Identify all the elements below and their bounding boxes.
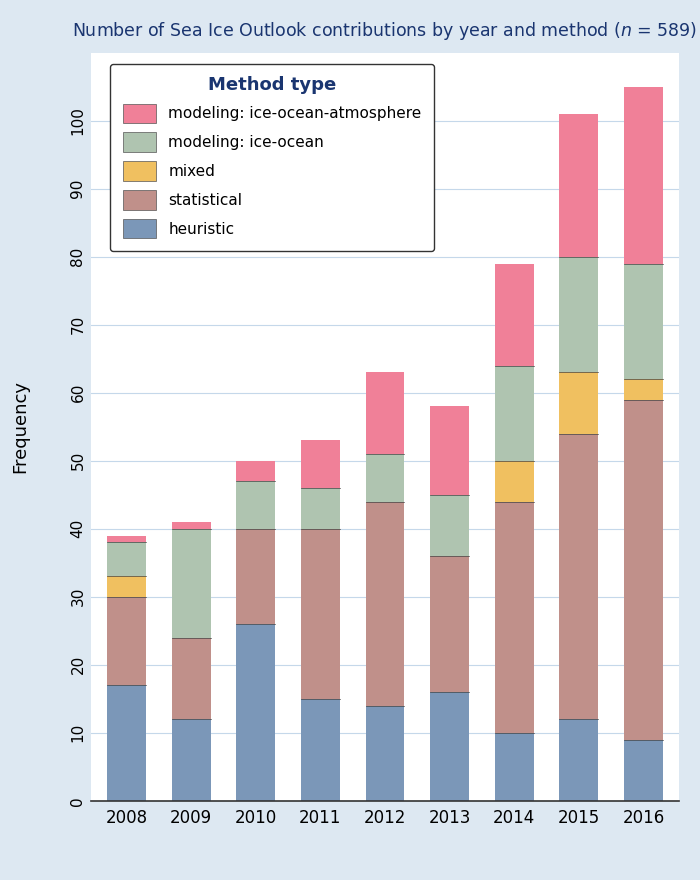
Bar: [107, 536, 146, 542]
Bar: [301, 529, 340, 699]
Bar: [172, 638, 211, 719]
Bar: [301, 699, 340, 801]
Bar: [237, 461, 275, 481]
Bar: [559, 434, 598, 719]
Bar: [365, 502, 405, 706]
Bar: [624, 87, 663, 264]
Bar: [624, 400, 663, 739]
Bar: [430, 556, 469, 692]
Bar: [107, 597, 146, 686]
Bar: [301, 488, 340, 529]
Bar: [237, 481, 275, 529]
Bar: [172, 522, 211, 529]
Bar: [624, 264, 663, 379]
Bar: [495, 461, 533, 502]
Bar: [495, 365, 533, 461]
Bar: [559, 114, 598, 257]
Y-axis label: Frequency: Frequency: [10, 380, 29, 473]
Bar: [495, 264, 533, 365]
Bar: [495, 502, 533, 733]
Bar: [107, 686, 146, 801]
Bar: [430, 692, 469, 801]
Bar: [365, 372, 405, 454]
Bar: [559, 372, 598, 434]
Bar: [430, 407, 469, 495]
Bar: [365, 706, 405, 801]
Bar: [172, 719, 211, 801]
Bar: [237, 624, 275, 801]
Bar: [624, 739, 663, 801]
Bar: [107, 576, 146, 597]
Bar: [365, 454, 405, 502]
Bar: [172, 529, 211, 638]
Bar: [559, 719, 598, 801]
Bar: [107, 542, 146, 576]
Title: Number of Sea Ice Outlook contributions by year and method ($n$ = 589): Number of Sea Ice Outlook contributions …: [72, 20, 698, 42]
Legend: modeling: ice-ocean-atmosphere, modeling: ice-ocean, mixed, statistical, heurist: modeling: ice-ocean-atmosphere, modeling…: [111, 64, 434, 251]
Bar: [237, 529, 275, 624]
Bar: [430, 495, 469, 556]
Bar: [559, 257, 598, 372]
Bar: [624, 379, 663, 400]
Bar: [301, 440, 340, 488]
Bar: [495, 733, 533, 801]
